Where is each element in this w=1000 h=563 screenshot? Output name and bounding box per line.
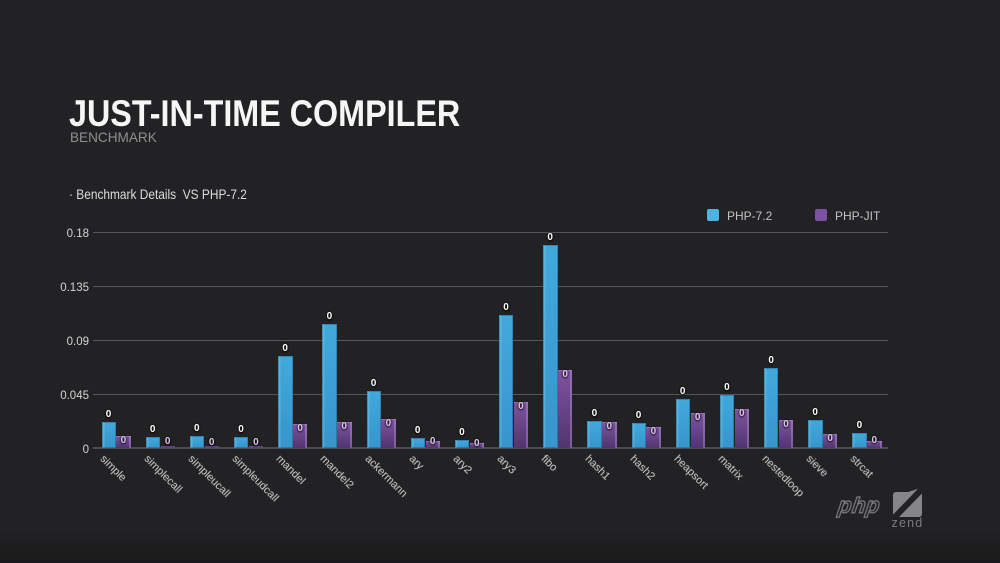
- svg-text:zend: zend: [892, 516, 924, 530]
